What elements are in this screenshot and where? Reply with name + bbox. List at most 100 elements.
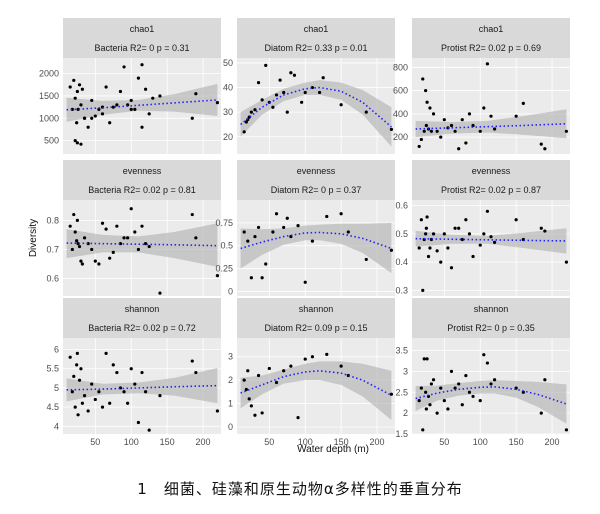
strip-stat-label: Bacteria R2= 0 p = 0.31 (94, 43, 189, 53)
data-point (278, 78, 282, 82)
data-point (539, 226, 543, 230)
plot-background (412, 58, 570, 154)
data-point (478, 399, 482, 403)
data-point (75, 239, 79, 243)
fit-line (240, 231, 392, 250)
strip-stat-label: Diatom R2= 0.33 p = 0.01 (264, 43, 367, 53)
data-point (303, 90, 307, 95)
data-point (346, 230, 350, 234)
y-tick-label: 1000 (39, 113, 59, 123)
strip-stat-label: Protist R2= 0 p = 0.35 (447, 323, 535, 333)
data-point (194, 92, 198, 96)
data-point (429, 382, 433, 386)
data-point (151, 96, 155, 100)
data-point (136, 76, 141, 80)
data-point (539, 142, 543, 146)
data-point (253, 234, 257, 239)
data-point (108, 121, 112, 125)
facet-strip (63, 160, 221, 200)
data-point (143, 87, 148, 91)
data-point (79, 103, 83, 107)
data-point (428, 106, 432, 110)
data-point (97, 262, 101, 266)
y-tick-label: 0.8 (46, 215, 59, 225)
data-point (194, 236, 198, 240)
data-point (485, 361, 490, 365)
data-point (97, 390, 101, 394)
x-tick-label: 50 (439, 437, 449, 447)
data-point (424, 390, 428, 394)
strip-metric-label: chao1 (130, 24, 155, 34)
data-point (439, 260, 443, 264)
data-point (256, 225, 261, 230)
data-point (442, 118, 446, 122)
data-point (90, 382, 94, 386)
data-point (464, 373, 468, 378)
data-point (147, 244, 151, 249)
strip-metric-label: chao1 (479, 24, 504, 34)
data-point (260, 98, 264, 102)
data-point (339, 103, 343, 107)
data-point (478, 129, 482, 133)
data-point (111, 250, 115, 254)
data-point (464, 141, 468, 145)
y-tick-label: 0.75 (215, 218, 233, 228)
data-point (111, 363, 115, 367)
data-point (467, 232, 472, 236)
y-tick-label: 3 (403, 366, 408, 376)
data-point (80, 262, 84, 266)
data-point (282, 369, 286, 373)
y-tick-label: 2000 (39, 69, 59, 79)
data-point (253, 413, 257, 417)
data-point (457, 226, 461, 230)
data-point (122, 390, 126, 394)
data-point (424, 88, 428, 93)
data-point (75, 351, 79, 355)
data-point (90, 247, 94, 252)
data-point (68, 355, 72, 359)
data-point (457, 147, 461, 151)
y-tick-label: 40 (223, 83, 233, 93)
strip-stat-label: Bacteria R2= 0.02 p = 0.81 (88, 185, 196, 195)
data-point (289, 71, 293, 75)
data-point (246, 239, 250, 243)
strip-stat-label: Diatom R2= 0.09 p = 0.15 (264, 323, 367, 333)
data-point (274, 212, 279, 216)
data-point (77, 378, 82, 382)
data-point (467, 112, 472, 116)
y-tick-label: 6 (54, 345, 59, 355)
confidence-ribbon (415, 228, 567, 254)
data-point (442, 399, 446, 403)
strip-stat-label: Bacteria R2= 0.02 p = 0.72 (88, 323, 196, 333)
confidence-ribbon (415, 380, 567, 424)
facet-strip (237, 160, 395, 200)
data-point (147, 112, 151, 116)
data-point (140, 370, 144, 375)
data-point (482, 106, 486, 110)
data-point (129, 207, 133, 211)
data-point (215, 409, 220, 413)
y-axis-title: Diversity (28, 219, 39, 257)
confidence-ribbon (66, 367, 218, 404)
data-point (303, 280, 307, 284)
data-point (364, 110, 368, 114)
data-point (471, 394, 475, 399)
data-point (425, 100, 429, 104)
y-tick-label: 30 (223, 107, 233, 117)
data-point (104, 227, 108, 231)
data-point (190, 212, 194, 217)
strip-stat-label: Protist R2= 0.02 p = 0.69 (441, 43, 541, 53)
data-point (564, 260, 569, 264)
data-point (267, 366, 271, 371)
data-point (442, 232, 446, 236)
data-point (419, 218, 423, 222)
data-point (244, 387, 248, 392)
data-point (194, 370, 198, 375)
panel-shannon-7: shannon Diatom R2= 0.09 p = 0.15 0 1 2 3 50 100… (228, 298, 395, 447)
data-point (115, 103, 119, 107)
data-point (75, 121, 79, 125)
confidence-ribbon (66, 223, 218, 267)
data-point (317, 90, 322, 95)
y-tick-label: 5 (54, 383, 59, 393)
y-tick-label: 0.5 (220, 241, 233, 251)
